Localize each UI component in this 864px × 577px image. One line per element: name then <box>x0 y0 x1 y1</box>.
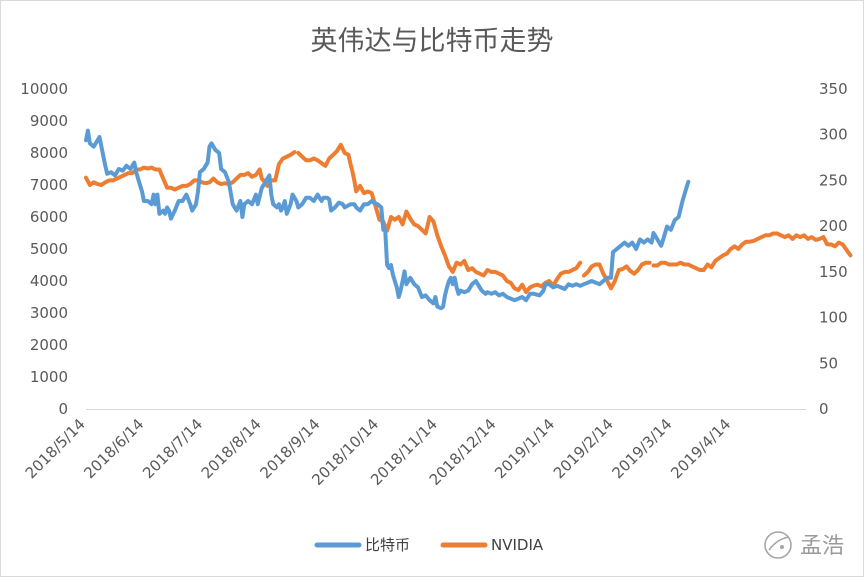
x-tick-label: 2019/3/14 <box>609 415 676 482</box>
left-tick-label: 6000 <box>30 208 68 226</box>
left-tick-label: 4000 <box>30 272 68 290</box>
right-tick-label: 300 <box>819 126 848 144</box>
left-tick-label: 0 <box>58 400 68 418</box>
chart-title: 英伟达与比特币走势 <box>311 26 554 57</box>
x-tick-label: 2018/6/14 <box>80 415 147 482</box>
left-tick-label: 10000 <box>20 80 68 98</box>
series-line-nvidia <box>582 260 652 291</box>
legend: 比特币 NVIDIA <box>314 536 544 554</box>
right-tick-label: 350 <box>819 80 848 98</box>
right-tick-label: 200 <box>819 217 848 235</box>
left-tick-label: 9000 <box>30 112 68 130</box>
series-line-nvidia <box>84 150 297 192</box>
left-tick-label: 5000 <box>30 240 68 258</box>
x-tick-label: 2018/8/14 <box>198 415 265 482</box>
right-tick-label: 100 <box>819 309 848 327</box>
watermark: 孟浩 <box>764 531 844 559</box>
x-tick-label: 2018/5/14 <box>22 415 89 482</box>
series-line-nvidia <box>296 142 583 294</box>
right-tick-label: 50 <box>819 354 838 372</box>
x-tick-label: 2019/1/14 <box>491 415 558 482</box>
series-layer <box>84 128 853 311</box>
left-tick-label: 8000 <box>30 144 68 162</box>
left-tick-label: 1000 <box>30 368 68 386</box>
right-tick-label: 0 <box>819 400 829 418</box>
x-axis-ticks: 2018/5/142018/6/142018/7/142018/8/142018… <box>22 415 735 489</box>
right-tick-label: 250 <box>819 171 848 189</box>
watermark-text: 孟浩 <box>800 534 844 559</box>
watermark-logo-icon <box>764 531 792 559</box>
series-line-nvidia <box>651 231 853 272</box>
legend-label-bitcoin: 比特币 <box>365 536 410 554</box>
left-tick-label: 7000 <box>30 176 68 194</box>
x-tick-label: 2019/2/14 <box>550 415 617 482</box>
x-tick-label: 2018/7/14 <box>139 415 206 482</box>
right-tick-label: 150 <box>819 263 848 281</box>
left-tick-label: 3000 <box>30 304 68 322</box>
series-line-bitcoin <box>84 128 691 311</box>
left-tick-label: 2000 <box>30 336 68 354</box>
left-axis-ticks: 0 1000 2000 3000 4000 5000 6000 7000 8000 9000 100… <box>20 80 68 418</box>
legend-label-nvidia: NVIDIA <box>491 536 544 554</box>
right-axis-ticks: 0 50 100 150 200 250 300 350 <box>819 80 848 418</box>
x-tick-label: 2019/4/14 <box>667 415 734 482</box>
